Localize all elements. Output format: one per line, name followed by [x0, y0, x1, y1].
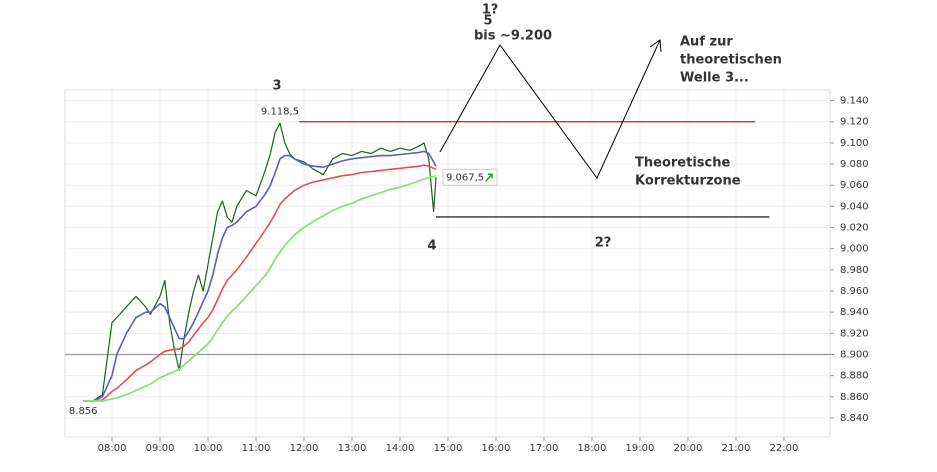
- x-tick-label: 11:00: [242, 443, 271, 454]
- series-line: [83, 174, 437, 402]
- series-line: [83, 150, 437, 402]
- y-tick-label: 8.980: [840, 265, 869, 276]
- y-tick-label: 9.100: [840, 138, 869, 149]
- y-tick-label: 9.000: [840, 244, 869, 255]
- y-tick-label: 9.080: [840, 159, 869, 170]
- x-tick-label: 17:00: [530, 443, 559, 454]
- series: [83, 122, 437, 402]
- price-label: 9.067,5: [446, 172, 484, 183]
- annotation: Welle 3...: [680, 71, 749, 86]
- price-label: 8.856: [69, 406, 98, 417]
- y-tick-label: 9.120: [840, 117, 869, 128]
- x-tick-label: 22:00: [770, 443, 799, 454]
- x-tick-label: 14:00: [386, 443, 415, 454]
- y-tick-label: 8.880: [840, 371, 869, 382]
- levels: [65, 121, 830, 356]
- y-tick-label: 8.940: [840, 307, 869, 318]
- projection-path: [439, 39, 661, 179]
- y-tick-label: 8.920: [840, 328, 869, 339]
- projection-arrowhead: [649, 39, 662, 53]
- x-tick-label: 19:00: [626, 443, 655, 454]
- y-tick-label: 8.960: [840, 286, 869, 297]
- annotation: 2?: [595, 236, 612, 251]
- series-line: [83, 164, 437, 402]
- annotation: Auf zur: [680, 35, 733, 50]
- annotation: theoretischen: [680, 53, 782, 68]
- labels: 8.840 8.860 8.880 8.900 8.920 8.940 8.960 8.980…: [69, 3, 869, 455]
- annotation: 3: [272, 79, 281, 94]
- price-label: 9.118,5: [261, 106, 299, 117]
- y-tick-label: 9.040: [840, 201, 869, 212]
- x-tick-label: 13:00: [338, 443, 367, 454]
- series-line: [83, 122, 437, 402]
- x-tick-label: 16:00: [482, 443, 511, 454]
- x-tick-label: 20:00: [674, 443, 703, 454]
- x-tick-label: 08:00: [98, 443, 127, 454]
- x-tick-label: 21:00: [722, 443, 751, 454]
- annotation: bis ~9.200: [474, 29, 552, 44]
- annotation: Theoretische: [635, 156, 730, 171]
- y-tick-label: 8.840: [840, 413, 869, 424]
- annotation: Korrekturzone: [635, 174, 741, 189]
- y-tick-label: 9.140: [840, 96, 869, 107]
- price-box: [442, 168, 498, 186]
- y-tick-label: 8.860: [840, 392, 869, 403]
- x-tick-label: 18:00: [578, 443, 607, 454]
- annotation: 5: [483, 14, 492, 29]
- x-tick-label: 12:00: [290, 443, 319, 454]
- y-tick-label: 8.900: [840, 349, 869, 360]
- y-tick-label: 9.060: [840, 180, 869, 191]
- annotation: 1?: [482, 3, 499, 18]
- annotation: 4: [427, 239, 436, 254]
- x-tick-label: 10:00: [194, 443, 223, 454]
- x-tick-label: 15:00: [434, 443, 463, 454]
- x-tick-label: 09:00: [146, 443, 175, 454]
- y-tick-label: 9.020: [840, 223, 869, 234]
- up-arrow: [485, 173, 493, 182]
